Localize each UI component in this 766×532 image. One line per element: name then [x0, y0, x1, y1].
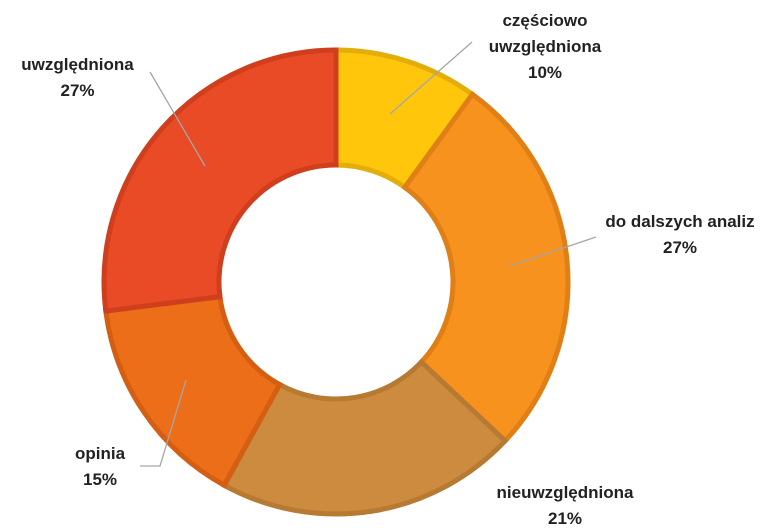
- category-label: nieuwzględniona: [496, 483, 634, 502]
- slice-label: do dalszych analiz 27%: [570, 209, 766, 261]
- slice-label: opinia 15%: [30, 441, 170, 493]
- slices: [101, 47, 571, 517]
- value-label: 15%: [82, 470, 118, 489]
- category-label: częściowo uwzględniona: [488, 11, 602, 56]
- leader-line: [140, 379, 187, 467]
- value-label: 27%: [60, 81, 95, 100]
- slice-label: nieuwzględniona 21%: [455, 480, 675, 532]
- value-label: 10%: [527, 63, 563, 82]
- slice: [220, 358, 509, 517]
- slice-label: uwzględniona 27%: [0, 52, 185, 104]
- category-label: opinia: [74, 444, 126, 463]
- leader-line: [149, 71, 206, 167]
- slice: [103, 293, 284, 489]
- category-label: do dalszych analiz: [605, 212, 755, 231]
- leader-lines: [140, 41, 597, 467]
- value-label: 21%: [547, 509, 583, 528]
- slice: [401, 90, 571, 445]
- slice-label: częściowo uwzględniona 10%: [475, 8, 615, 86]
- category-label: uwzględniona: [21, 55, 134, 74]
- value-label: 27%: [662, 238, 698, 257]
- leader-line: [509, 236, 597, 267]
- leader-line: [389, 41, 473, 115]
- slice: [101, 47, 339, 314]
